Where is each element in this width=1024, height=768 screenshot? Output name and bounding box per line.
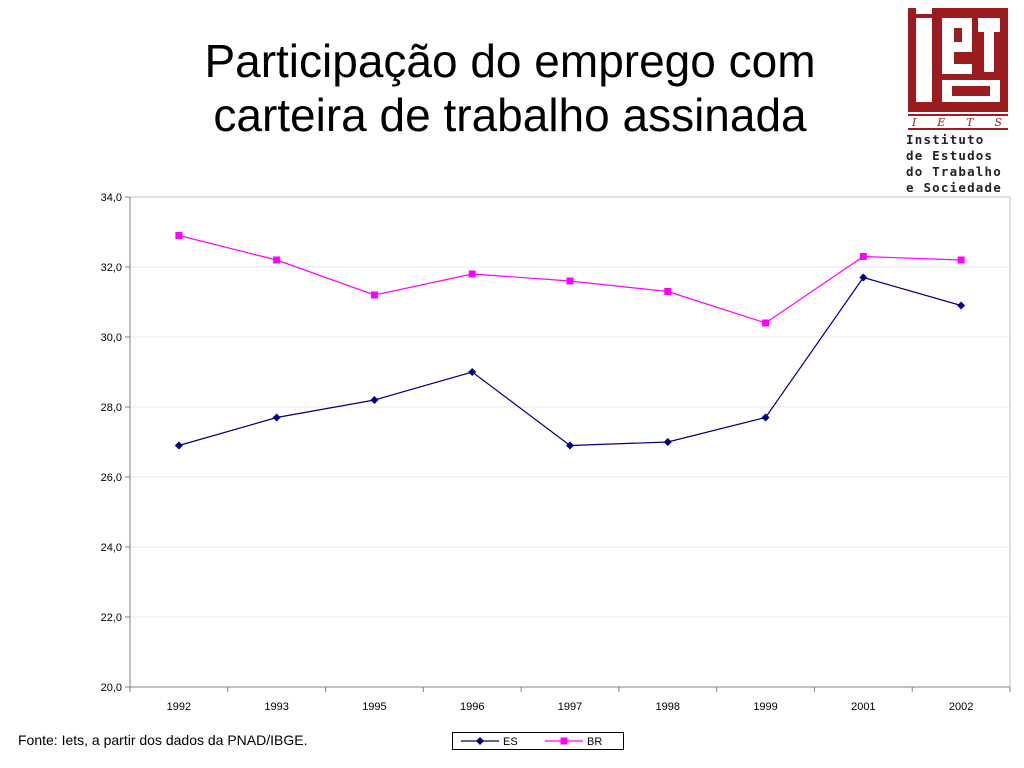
legend-label-br: BR xyxy=(587,736,602,748)
data-point-br xyxy=(175,232,183,239)
slide-title: Participação do emprego com carteira de … xyxy=(100,34,920,142)
title-line-2: carteira de trabalho assinada xyxy=(213,89,807,141)
logo-acronym-s: S xyxy=(994,116,1004,129)
data-point-es xyxy=(566,441,574,450)
iets-logo-glyphs xyxy=(916,8,1000,102)
logo-name-line-4: e Sociedade xyxy=(906,180,1002,195)
y-tick-label: 24,0 xyxy=(101,542,122,554)
logo-name: Instituto de Estudos do Trabalho e Sociedad… xyxy=(906,132,1010,196)
title-line-1: Participação do emprego com xyxy=(204,35,816,87)
data-point-es xyxy=(370,396,379,404)
iets-logo-mark xyxy=(908,8,1008,112)
x-tick-label: 1996 xyxy=(460,701,484,713)
line-chart: 20,0 22,0 24,0 26,0 28,0 30,0 32,0 34,0 1992 1993… xyxy=(101,192,1011,713)
data-point-es xyxy=(174,441,183,450)
x-tick-label: 1999 xyxy=(753,701,777,713)
y-tick-label: 30,0 xyxy=(101,332,122,344)
legend-graphic: ES BR xyxy=(461,736,602,748)
data-point-br xyxy=(370,291,378,299)
data-point-es xyxy=(663,438,672,446)
y-tick-label: 28,0 xyxy=(101,402,122,414)
y-tick-label: 22,0 xyxy=(101,612,122,624)
x-tick-label: 1995 xyxy=(362,701,386,713)
data-point-br xyxy=(273,256,281,264)
legend-marker-br xyxy=(560,737,568,745)
x-tick-label: 1997 xyxy=(558,701,582,713)
y-tick-label: 26,0 xyxy=(101,472,122,484)
data-point-es xyxy=(761,413,770,422)
legend-marker-es xyxy=(476,737,484,745)
logo-acronym-i: I xyxy=(912,116,919,129)
logo-rule-top xyxy=(908,114,1008,116)
logo-acronym-t: T xyxy=(966,116,976,129)
data-point-es xyxy=(859,273,868,282)
data-point-br xyxy=(859,253,867,260)
data-point-br xyxy=(957,256,965,264)
x-tick-label: 1993 xyxy=(264,701,288,713)
x-tick-label: 2002 xyxy=(949,701,973,713)
data-point-br xyxy=(468,270,476,278)
data-point-br xyxy=(664,288,672,295)
logo-name-line-3: do Trabalho xyxy=(906,164,1002,179)
logo-name-line-1: Instituto xyxy=(906,132,985,147)
data-point-es xyxy=(272,413,281,422)
data-point-es xyxy=(957,301,966,310)
chart-legend: ES BR xyxy=(452,732,624,750)
source-note: Fonte: Iets, a partir dos dados da PNAD/… xyxy=(18,732,308,748)
logo-name-line-2: de Estudos xyxy=(906,148,994,163)
legend-label-es: ES xyxy=(503,736,518,748)
x-tick-label: 1992 xyxy=(167,701,191,713)
data-point-br xyxy=(762,319,770,327)
x-tick-label: 2001 xyxy=(851,701,875,713)
logo-acronym-e: E xyxy=(937,116,948,129)
logo-rule-bottom xyxy=(908,128,1008,130)
data-point-br xyxy=(566,277,574,285)
y-tick-label: 32,0 xyxy=(101,262,122,274)
y-tick-label: 20,0 xyxy=(101,682,122,694)
y-tick-label: 34,0 xyxy=(101,192,122,204)
logo-acronym: I E T S xyxy=(906,116,1010,130)
iets-logo: I E T S Instituto de Estudos do Trabalho e … xyxy=(906,8,1010,196)
x-tick-label: 1998 xyxy=(656,701,680,713)
data-point-es xyxy=(468,368,477,376)
